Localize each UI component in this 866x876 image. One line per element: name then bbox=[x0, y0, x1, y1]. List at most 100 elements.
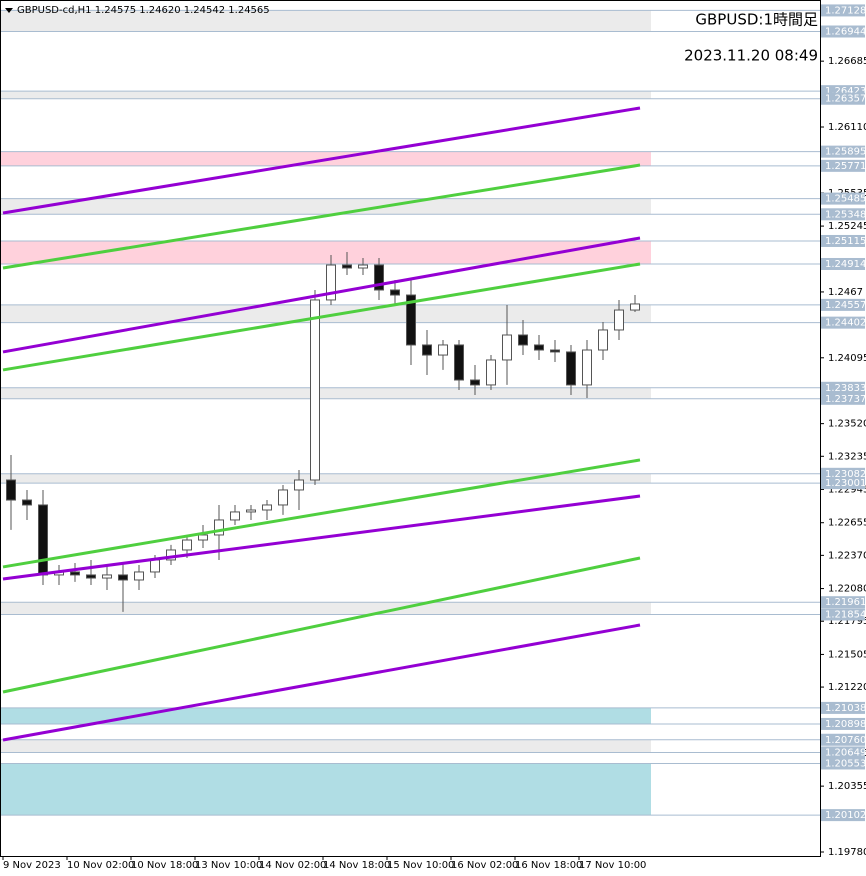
candle-body bbox=[118, 574, 128, 581]
level-tag-label: 1.24557 bbox=[825, 300, 866, 311]
y-tick-label: 1.22655 bbox=[828, 518, 866, 529]
y-tick-label: 1.22080 bbox=[828, 584, 866, 595]
candle-body bbox=[230, 511, 240, 521]
x-tick-label: 16 Nov 18:00 bbox=[515, 860, 582, 871]
candle-body bbox=[22, 499, 32, 506]
level-tag bbox=[821, 4, 865, 17]
level-tag-label: 1.20760 bbox=[825, 735, 866, 746]
trendlines bbox=[2, 106, 641, 742]
level-tag bbox=[821, 298, 865, 311]
trendline bbox=[2, 623, 641, 742]
level-tag-label: 1.25895 bbox=[825, 147, 866, 158]
candle-body bbox=[150, 559, 160, 573]
trendline bbox=[2, 106, 641, 215]
level-tag bbox=[821, 234, 865, 247]
x-tick-label: 17 Nov 10:00 bbox=[579, 860, 646, 871]
candle-body bbox=[534, 344, 544, 351]
level-tag bbox=[821, 92, 865, 105]
level-tag-label: 1.21038 bbox=[825, 703, 866, 714]
level-tag-label: 1.25115 bbox=[825, 236, 866, 247]
level-tag-label: 1.26357 bbox=[825, 94, 866, 105]
plot-frame bbox=[0, 0, 821, 857]
candle-body bbox=[310, 299, 320, 481]
x-tick-label: 13 Nov 10:00 bbox=[195, 860, 262, 871]
chart-title: GBPUSD:1時間足 bbox=[695, 11, 818, 29]
x-tick-label: 9 Nov 2023 bbox=[3, 860, 61, 871]
y-tick-label: 1.19780 bbox=[828, 847, 866, 858]
level-tag bbox=[821, 596, 865, 609]
candle-body bbox=[598, 329, 608, 351]
candle-body bbox=[342, 264, 352, 269]
level-tag bbox=[821, 25, 865, 38]
level-tag-label: 1.23001 bbox=[825, 478, 866, 489]
candle-body bbox=[326, 264, 336, 301]
y-tick-label: 1.23235 bbox=[828, 451, 866, 462]
zone bbox=[1, 763, 651, 816]
zone bbox=[1, 240, 651, 264]
level-tag bbox=[821, 701, 865, 714]
level-tag-label: 1.25485 bbox=[825, 194, 866, 205]
candle-body bbox=[214, 519, 224, 536]
level-tag bbox=[821, 757, 865, 770]
candle-body bbox=[358, 264, 368, 269]
y-tick-label: 1.21795 bbox=[828, 616, 866, 627]
x-tick-label: 14 Nov 02:00 bbox=[259, 860, 326, 871]
y-tick-label: 1.22945 bbox=[828, 485, 866, 496]
level-tag-label: 1.27128 bbox=[825, 5, 866, 16]
candle-body bbox=[454, 344, 464, 381]
trendline bbox=[2, 262, 641, 372]
candle-body bbox=[550, 349, 560, 353]
level-tag bbox=[821, 733, 865, 746]
trendline bbox=[2, 163, 641, 270]
candle-body bbox=[502, 334, 512, 361]
candle-body bbox=[438, 344, 448, 356]
zone bbox=[1, 387, 651, 399]
candle-body bbox=[486, 359, 496, 386]
level-tag-label: 1.23833 bbox=[825, 383, 866, 394]
level-tag-label: 1.26944 bbox=[825, 26, 866, 37]
zone bbox=[1, 304, 651, 323]
axis: 1.266851.261101.255351.252451.24671.2409… bbox=[2, 4, 866, 871]
candle-body bbox=[422, 344, 432, 356]
x-tick-label: 14 Nov 18:00 bbox=[323, 860, 390, 871]
level-tag bbox=[821, 208, 865, 221]
level-tag bbox=[821, 192, 865, 205]
zone bbox=[1, 602, 651, 615]
y-tick-label: 1.21505 bbox=[828, 649, 866, 660]
y-tick-label: 1.23520 bbox=[828, 419, 866, 430]
menu-icon[interactable] bbox=[5, 8, 13, 13]
chart-subtitle: 2023.11.20 08:49 bbox=[684, 47, 818, 65]
candle-body bbox=[38, 504, 48, 576]
y-tick-label: 1.26110 bbox=[828, 122, 866, 133]
level-tag-label: 1.20649 bbox=[825, 747, 866, 758]
candle-body bbox=[166, 549, 176, 561]
candle-body bbox=[6, 479, 16, 501]
candle-body bbox=[198, 534, 208, 541]
level-tag bbox=[821, 477, 865, 490]
candle-body bbox=[134, 571, 144, 581]
x-tick-label: 10 Nov 18:00 bbox=[131, 860, 198, 871]
level-tag bbox=[821, 316, 865, 329]
level-tag bbox=[821, 809, 865, 822]
trendline bbox=[2, 458, 641, 569]
candle-body bbox=[390, 289, 400, 296]
candle-body bbox=[278, 489, 288, 506]
y-tick-label: 1.2467 bbox=[828, 287, 863, 298]
y-tick-label: 1.26685 bbox=[828, 56, 866, 67]
level-tag bbox=[821, 145, 865, 158]
level-tag-label: 1.25771 bbox=[825, 161, 866, 172]
candle-body bbox=[518, 334, 528, 346]
levels bbox=[0, 9, 820, 816]
y-tick-label: 1.21220 bbox=[828, 682, 866, 693]
level-tag bbox=[821, 717, 865, 730]
zone bbox=[1, 739, 651, 753]
candle-body bbox=[294, 479, 304, 491]
y-tick-label: 1.20355 bbox=[828, 781, 866, 792]
level-tag-label: 1.25348 bbox=[825, 209, 866, 220]
candle-body bbox=[406, 294, 416, 346]
level-tag bbox=[821, 608, 865, 621]
candle-body bbox=[246, 509, 256, 513]
x-tick-label: 10 Nov 02:00 bbox=[67, 860, 134, 871]
level-tag bbox=[821, 257, 865, 270]
level-tag-label: 1.20102 bbox=[825, 810, 866, 821]
